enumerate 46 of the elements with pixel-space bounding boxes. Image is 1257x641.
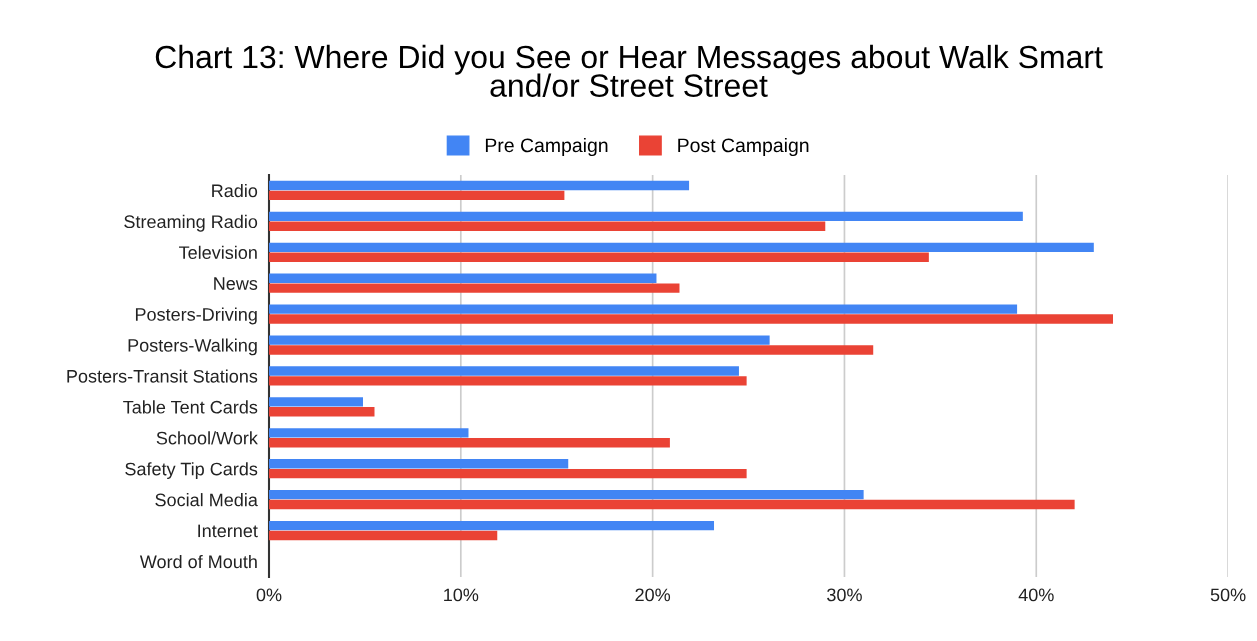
x-tick-label: 40% xyxy=(1018,588,1054,602)
chart-title: Chart 13: Where Did you See or Hear Messages about Walk Smart and/or Street Street xyxy=(155,44,1103,97)
y-tick-label: Radio xyxy=(212,183,258,198)
bar xyxy=(269,304,1018,314)
x-tick-label: 30% xyxy=(827,588,862,602)
y-tick-label: Internet xyxy=(198,524,258,538)
bar xyxy=(269,366,739,376)
x-tick-label: 20% xyxy=(635,588,671,602)
bar xyxy=(269,520,715,531)
x-tick-label: 0% xyxy=(256,588,282,602)
bar xyxy=(269,221,826,232)
y-tick-label: Television xyxy=(179,245,257,259)
y-tick-label: Table Tent Cards xyxy=(123,400,258,414)
y-tick-label: Posters-Transit Stations xyxy=(67,369,258,383)
y-tick-label: School/Work xyxy=(156,431,258,445)
bar xyxy=(269,314,1113,324)
bar xyxy=(269,283,680,293)
bar xyxy=(269,252,929,262)
x-tick-label: 10% xyxy=(444,588,479,602)
bar xyxy=(269,428,469,438)
legend-label: Post Campaign xyxy=(678,137,809,157)
bar xyxy=(269,242,1094,253)
bar xyxy=(269,376,747,386)
x-tick-label: 50% xyxy=(1210,588,1246,602)
bar xyxy=(269,407,375,417)
bar xyxy=(269,438,670,448)
bar xyxy=(269,489,864,500)
bar xyxy=(269,459,569,469)
y-tick-label: Posters-Walking xyxy=(128,338,257,356)
bar xyxy=(269,530,498,541)
y-tick-label: Word of Mouth xyxy=(139,554,257,569)
y-tick-label: Posters-Driving xyxy=(135,307,257,325)
bar xyxy=(269,190,565,201)
bar xyxy=(269,273,657,283)
bar xyxy=(269,180,690,191)
bar xyxy=(269,397,363,407)
bar xyxy=(269,345,874,355)
y-tick-label: Safety Tip Cards xyxy=(125,462,258,479)
y-tick-label: News xyxy=(214,277,258,290)
bar xyxy=(269,499,1075,510)
y-tick-label: Streaming Radio xyxy=(124,214,258,232)
bar xyxy=(269,211,1023,222)
bar xyxy=(269,468,747,479)
bar xyxy=(269,335,770,345)
y-tick-label: Social Media xyxy=(155,493,258,507)
legend-label: Pre Campaign xyxy=(485,137,608,157)
